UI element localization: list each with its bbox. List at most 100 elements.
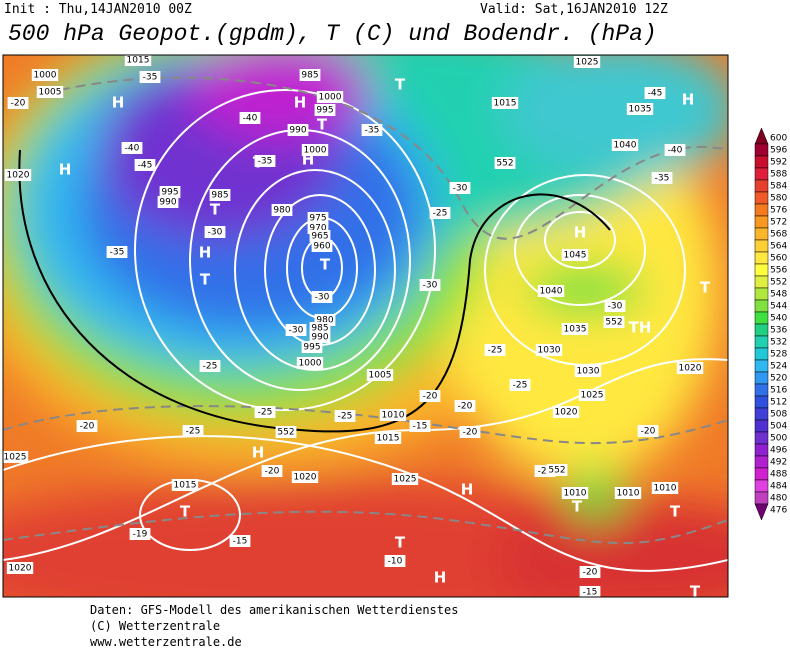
pressure-label-bg [391,473,419,485]
temperature-label-bg [121,142,143,154]
footer-line: www.wetterzentrale.de [90,635,242,648]
temperature-label-bg [459,426,481,438]
temperature-label-bg [579,586,601,597]
height-label-bg [603,316,625,328]
colorbar-label: 484 [770,482,787,492]
pressure-label-bg [561,487,589,499]
pressure-label: 1040 [614,141,637,151]
pressure-label: 1010 [564,489,587,499]
colorbar-label: 592 [770,158,787,168]
pressure-label: 1040 [540,287,563,297]
pressure-label: 1015 [127,56,150,66]
colorbar-cell [754,311,769,325]
pressure-center: H [112,94,125,112]
pressure-label: 1015 [494,99,517,109]
colorbar-cell [754,323,769,337]
pressure-label-bg [311,240,333,252]
pressure-label: 1010 [382,411,405,421]
colorbar-label: 596 [770,146,787,156]
title: 500 hPa Geopot.(gpdm), T (C) und Bodendr… [8,21,657,47]
temperature-label: -19 [133,530,148,540]
pressure-center: T [320,256,331,274]
pressure-center: T [572,498,583,516]
pressure-label: 1025 [394,475,417,485]
pressure-label: 975 [309,214,326,224]
temperature-label-bg [429,207,451,219]
pressure-label-bg [271,204,293,216]
temperature-label-bg [139,71,161,83]
pressure-label: 995 [303,343,320,353]
colorbar-cell [754,167,769,181]
pressure-label-bg [3,451,29,463]
pressure-label: 1005 [369,371,392,381]
pressure-label-bg [379,409,407,421]
pressure-label: 985 [211,191,228,201]
pressure-center: TH [629,319,652,337]
colorbar-label: 524 [770,362,787,372]
temperature-label-bg [285,324,307,336]
pressure-label-bg [301,341,323,353]
temperature-label-bg [134,159,156,171]
pressure-center: T [690,583,701,601]
colorbar-label: 508 [770,410,787,420]
colorbar-cell [754,491,769,505]
temperature-label: -20 [583,568,598,578]
colorbar-cell [754,383,769,397]
pressure-label: 1020 [679,364,702,374]
temperature-label-bg [419,279,441,291]
height-label: 552 [605,318,622,328]
temperature-label: -25 [488,346,503,356]
temperature-label-bg [644,87,666,99]
isobars [3,89,728,572]
colorbar-cell [754,275,769,289]
colorbar-cell [754,419,769,433]
pressure-label-bg [309,230,331,242]
colorbar-cell [754,443,769,457]
pressure-label-bg [157,196,179,208]
pressure-label-bg [301,144,329,156]
colorbar-label: 520 [770,374,787,384]
pressure-label: 1020 [7,171,30,181]
colorbar-label: 600 [770,134,787,144]
pressure-center: T [395,534,406,552]
colorbar-label: 580 [770,194,787,204]
pressure-center: H [59,161,72,179]
colorbar-label: 584 [770,182,787,192]
temperature-label: -20 [423,392,438,402]
colorbar-cell [754,347,769,361]
temperature-label: -20 [641,427,656,437]
temperature-label-bg [361,124,383,136]
colorbar-cell [754,203,769,217]
pressure-center: H [294,94,307,112]
temperature-label-bg [7,97,29,109]
pressure-label: 1000 [319,93,342,103]
colorbar-label: 496 [770,446,787,456]
temperature-label: -40 [125,144,140,154]
colorbar-label: 568 [770,230,787,240]
pressure-label: 1005 [39,88,62,98]
temperature-label: -30 [208,228,223,238]
pressure-label: 1035 [629,105,652,115]
colorbar-cell [754,359,769,373]
temperature-label-bg [604,300,626,312]
pressure-label: 995 [316,106,333,116]
temperature-label: -40 [243,114,258,124]
colorbar-label: 576 [770,206,787,216]
pressure-label: 1020 [294,473,317,483]
pressure-label: 1025 [581,391,604,401]
pressure-label-bg [4,169,32,181]
temperature-label-bg [454,400,476,412]
temperature-label: -25 [538,467,553,477]
pressure-label: 1000 [304,146,327,156]
temperature-label: -45 [138,161,153,171]
pressure-center: T [395,76,406,94]
temperature-label: -40 [668,146,683,156]
pressure-center: H [252,444,265,462]
temperature-label: -20 [265,467,280,477]
colorbar-label: 488 [770,470,787,480]
temperature-label: -25 [258,408,273,418]
colorbar-label: 572 [770,218,787,228]
temperature-label-bg [637,425,659,437]
pressure-center: T [200,271,211,289]
temperature-label: -30 [608,302,623,312]
